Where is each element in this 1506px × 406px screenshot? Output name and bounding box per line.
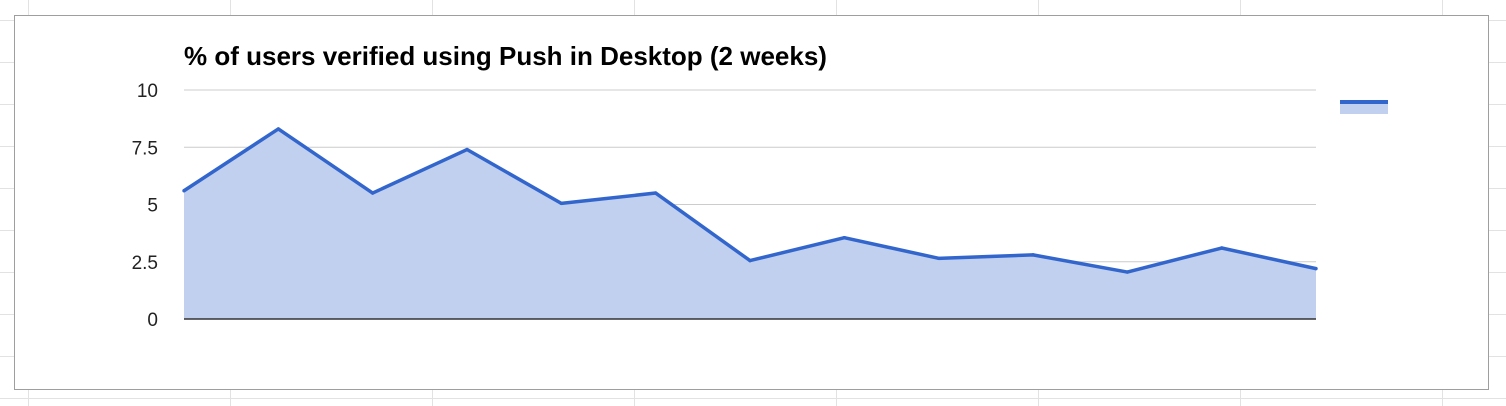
series-area-fill: [184, 128, 1316, 319]
data-point: [1125, 270, 1130, 274]
y-tick-label: 2.5: [132, 253, 158, 274]
data-point: [1314, 266, 1318, 271]
chart-title: % of users verified using Push in Deskto…: [184, 41, 827, 71]
data-point: [465, 147, 469, 152]
y-tick-label: 0: [147, 310, 158, 331]
data-point: [842, 236, 847, 240]
y-tick-label: 10: [137, 81, 158, 102]
data-point: [559, 201, 564, 206]
data-point: [370, 191, 375, 195]
data-point: [1219, 246, 1224, 250]
data-point: [276, 127, 281, 131]
data-point: [748, 258, 752, 263]
data-point: [182, 189, 186, 193]
data-point: [1031, 253, 1035, 257]
legend: [1340, 100, 1388, 114]
legend-fill-swatch: [1340, 102, 1388, 114]
data-point: [653, 191, 658, 195]
data-point: [936, 256, 941, 261]
y-axis-ticks: 0 2.5 5 7.5 10: [132, 81, 158, 331]
series-points: [182, 127, 1318, 274]
y-tick-label: 5: [147, 196, 158, 217]
y-tick-label: 7.5: [132, 138, 158, 159]
